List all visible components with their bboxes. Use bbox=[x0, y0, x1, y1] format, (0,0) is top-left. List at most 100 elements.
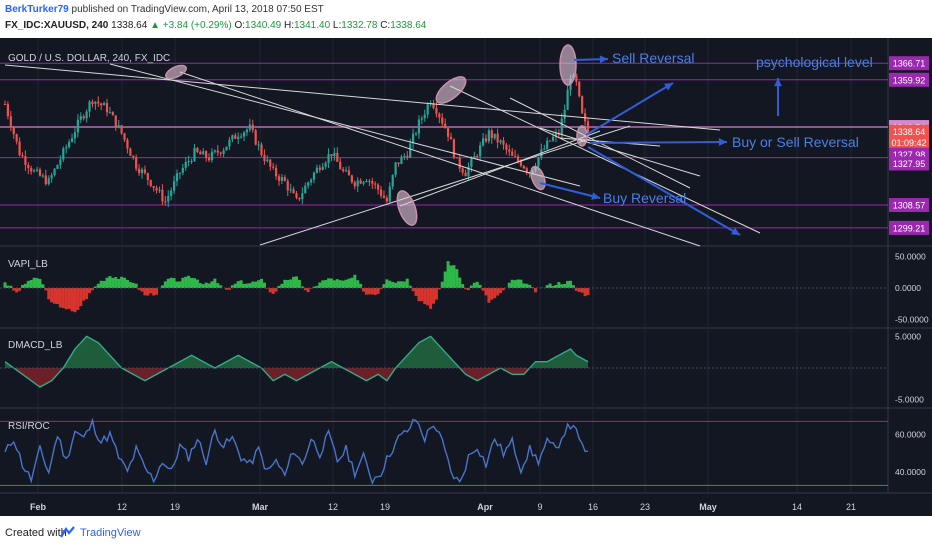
time-axis-label: 21 bbox=[846, 502, 856, 512]
candle-body bbox=[385, 197, 388, 202]
arrow-head bbox=[599, 55, 608, 64]
candle-body bbox=[586, 121, 590, 134]
arrow-head bbox=[591, 192, 600, 200]
candle-body bbox=[464, 172, 467, 177]
vapi-bar bbox=[184, 276, 188, 288]
vapi-bar bbox=[207, 283, 211, 288]
tradingview-link[interactable]: TradingView bbox=[80, 527, 141, 539]
price-axis-badge bbox=[889, 124, 929, 139]
dmacd-panel[interactable]: 5.0000 -5.0000 bbox=[0, 331, 924, 405]
candle-body bbox=[394, 162, 397, 175]
trend-line bbox=[449, 85, 761, 234]
vapi-bar bbox=[88, 288, 92, 293]
candle-body bbox=[519, 161, 523, 166]
candle-body bbox=[406, 155, 409, 158]
candle-body bbox=[251, 124, 254, 131]
vapi-bar bbox=[525, 283, 529, 288]
vapi-bar bbox=[3, 282, 7, 288]
vapi-bar bbox=[373, 288, 377, 295]
vapi-bar bbox=[38, 279, 42, 288]
candle-body bbox=[461, 168, 464, 173]
candle-body bbox=[199, 152, 202, 155]
vapi-panel-title: VAPI_LB bbox=[8, 259, 48, 270]
vapi-bar bbox=[335, 279, 339, 288]
candle-body bbox=[164, 201, 167, 203]
vapi-panel[interactable]: 50.0000 0.0000 -50.0000 bbox=[0, 251, 929, 325]
vapi-bar bbox=[29, 279, 33, 288]
vapi-bar bbox=[254, 281, 258, 288]
candle-body bbox=[88, 101, 91, 112]
candle-body bbox=[508, 149, 511, 152]
candle-body bbox=[257, 144, 260, 146]
vapi-bar bbox=[9, 285, 13, 288]
candle-body bbox=[476, 156, 479, 158]
candle-body bbox=[266, 159, 269, 161]
vapi-bar bbox=[70, 288, 74, 312]
price-axis-label: 1359.92 bbox=[893, 75, 926, 85]
candle-body bbox=[35, 169, 39, 171]
price-axes[interactable]: 1366.711359.921340.541338.6401:09:421327… bbox=[889, 56, 929, 235]
candle-body bbox=[135, 157, 138, 169]
vapi-bar bbox=[160, 285, 164, 288]
author-link[interactable]: BerkTurker79 bbox=[5, 4, 69, 15]
vapi-bar bbox=[67, 288, 71, 309]
highlight-ellipse bbox=[576, 125, 588, 147]
time-axis-label: Feb bbox=[30, 502, 47, 512]
dmacd-axis-label: 5.0000 bbox=[895, 331, 921, 341]
candle-body bbox=[15, 134, 18, 142]
vapi-bar bbox=[356, 280, 360, 288]
vapi-bar bbox=[12, 288, 16, 291]
candle-body bbox=[502, 140, 505, 145]
vapi-bar bbox=[131, 282, 135, 288]
highlight-ellipse bbox=[559, 44, 577, 86]
candle-body bbox=[143, 169, 147, 174]
vapi-bar bbox=[280, 283, 284, 288]
vapi-bar bbox=[248, 283, 252, 288]
candle-body bbox=[481, 138, 485, 146]
low-value: 1332.78 bbox=[341, 20, 378, 31]
vapi-bar bbox=[528, 284, 532, 288]
candle-body bbox=[438, 113, 441, 118]
chart-canvas[interactable]: 50.0000 0.0000 -50.0000 5.0000 -5.0000 60.0… bbox=[0, 38, 932, 516]
vapi-bar bbox=[195, 279, 199, 288]
candle-body bbox=[41, 175, 44, 177]
candle-body bbox=[511, 151, 514, 156]
price-panel[interactable] bbox=[0, 44, 888, 247]
time-axis[interactable]: Feb 12 19 Mar 12 19 Apr 9 16 23 May 14 21 bbox=[30, 502, 856, 512]
vapi-bar bbox=[560, 284, 564, 288]
vapi-bar bbox=[327, 278, 331, 288]
vapi-bar bbox=[359, 283, 363, 288]
candle-body bbox=[225, 146, 228, 151]
candle-body bbox=[347, 170, 351, 176]
vapi-bar bbox=[548, 283, 552, 288]
vapi-bar bbox=[85, 288, 89, 300]
vapi-bar bbox=[481, 288, 485, 291]
candle-body bbox=[409, 143, 412, 158]
price-axis-badge bbox=[889, 56, 929, 71]
candle-body bbox=[76, 119, 79, 133]
vapi-bar bbox=[507, 282, 511, 288]
vapi-bar bbox=[367, 288, 371, 295]
vapi-bar bbox=[496, 288, 500, 296]
candle-body bbox=[152, 186, 155, 188]
rsi-panel[interactable]: 60.0000 40.0000 bbox=[0, 417, 926, 486]
candle-body bbox=[248, 124, 251, 130]
price-axis-badge bbox=[889, 156, 929, 171]
vapi-bar bbox=[178, 281, 182, 288]
candle-body bbox=[114, 115, 117, 128]
vapi-bar bbox=[245, 283, 249, 288]
vapi-bar bbox=[423, 288, 427, 305]
vapi-bar bbox=[286, 280, 290, 288]
candle-body bbox=[47, 178, 50, 185]
vapi-bar bbox=[391, 281, 395, 288]
candle-body bbox=[397, 162, 400, 165]
candle-body bbox=[581, 96, 584, 114]
vapi-bar bbox=[312, 286, 316, 288]
candle-body bbox=[207, 157, 211, 161]
vapi-bar bbox=[318, 282, 322, 288]
candle-body bbox=[56, 164, 59, 169]
candle-body bbox=[362, 181, 365, 184]
vapi-bar bbox=[376, 288, 380, 294]
candle-body bbox=[234, 135, 237, 139]
vapi-bar bbox=[434, 288, 438, 300]
